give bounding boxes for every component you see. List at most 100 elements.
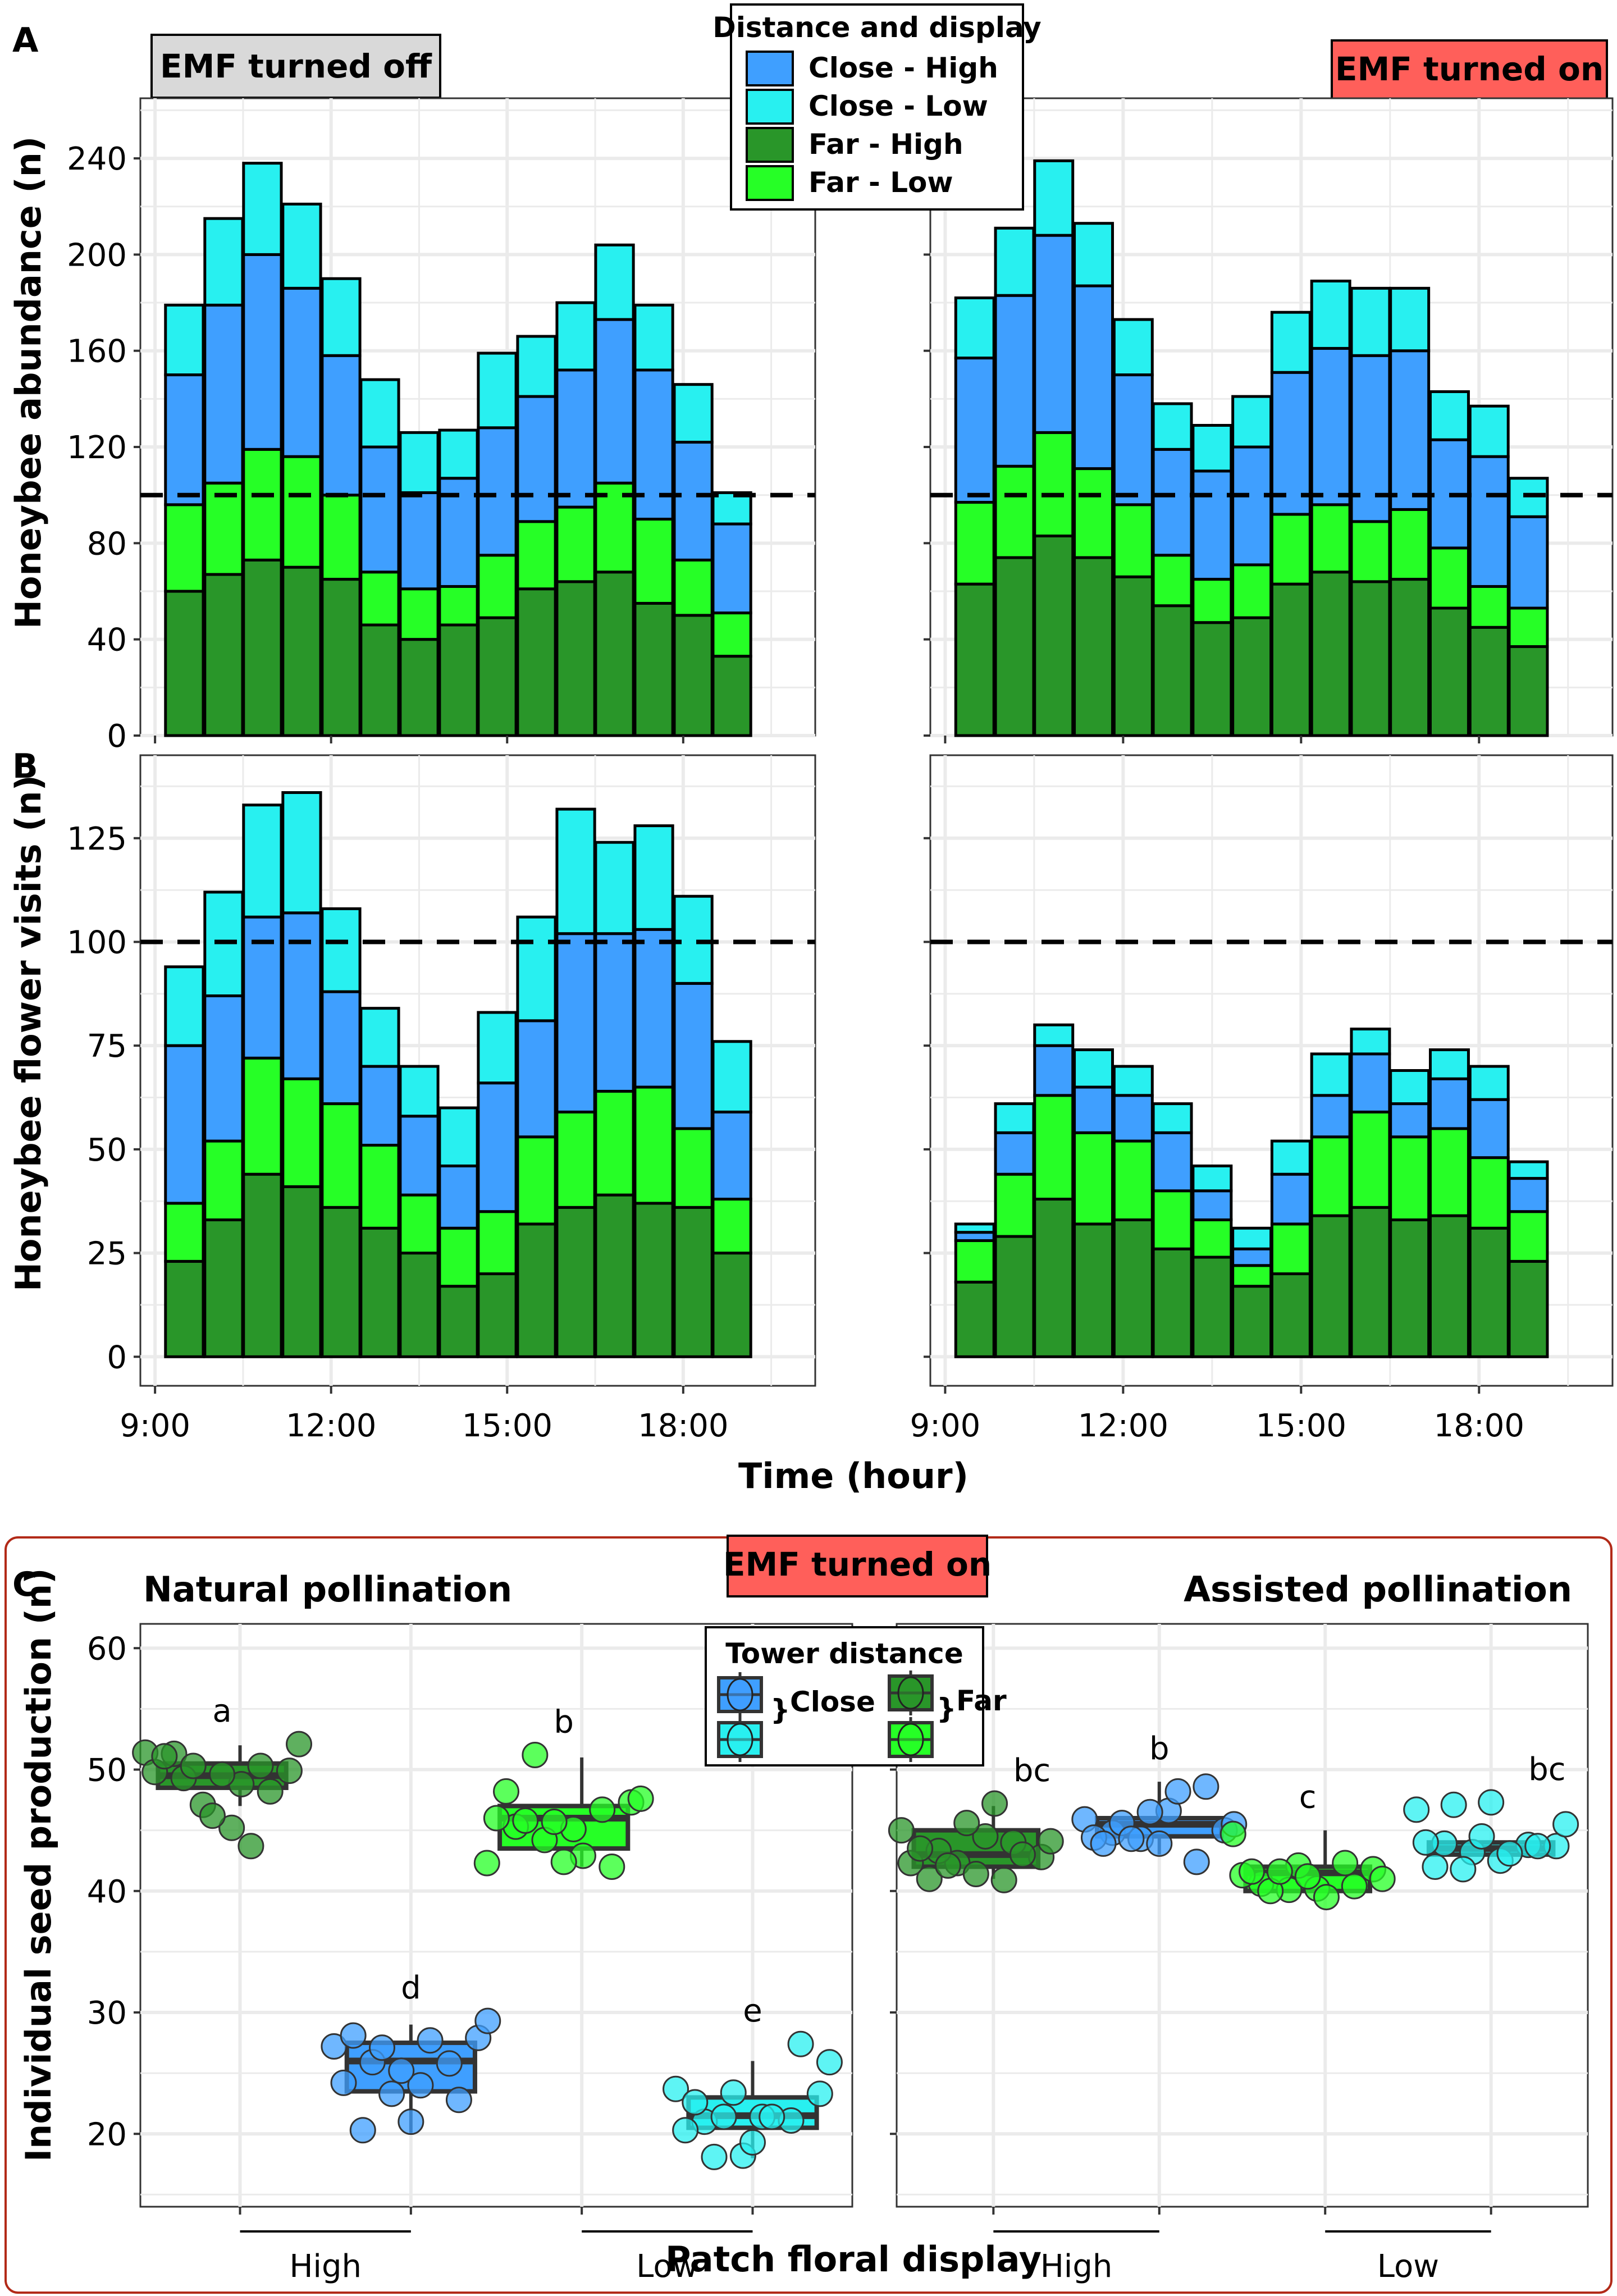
- bar-segment-far-high: [164, 1259, 205, 1358]
- bar-segment-far-low: [359, 1143, 400, 1230]
- data-point: [1219, 1820, 1246, 1847]
- bar-segment-far-low: [555, 1110, 596, 1209]
- data-point: [1266, 1858, 1293, 1885]
- strip-panel-c-label: EMF turned on: [723, 1545, 992, 1583]
- y-tick-label: 200: [67, 237, 127, 273]
- data-point: [257, 1778, 284, 1805]
- bar-segment-far-low: [321, 494, 362, 581]
- data-point: [1238, 1858, 1265, 1885]
- bar-segment-far-high: [321, 1206, 362, 1358]
- significance-letter: b: [554, 1704, 574, 1741]
- group-label-high: High: [289, 2248, 362, 2285]
- y-tick-label: 40: [87, 1874, 127, 1910]
- legend-swatch-far-high: [746, 127, 794, 163]
- strip-panel-c-bg: [727, 1535, 988, 1597]
- bar-segment-far-high: [954, 1280, 995, 1358]
- y-tick-label: 40: [87, 622, 127, 659]
- bar-segment-far-low: [516, 1135, 557, 1226]
- bar-segment-close-high: [438, 1164, 479, 1230]
- x-tick-label: 15:00: [462, 1408, 552, 1444]
- chart-abundance-emf-off: 0 40 80 120 160 200 240: [67, 97, 816, 755]
- data-point: [417, 2027, 444, 2054]
- data-point: [541, 1808, 568, 1835]
- data-point: [1478, 1789, 1505, 1816]
- bar-segment-far-low: [399, 587, 440, 641]
- bar-segment-close-low: [477, 1011, 518, 1085]
- bar-segment-close-high: [673, 982, 714, 1130]
- data-point: [1294, 1863, 1321, 1890]
- bar-segment-close-low: [164, 965, 205, 1047]
- bar-segment-far-low: [1508, 606, 1549, 649]
- bar-segment-far-low: [1350, 520, 1391, 583]
- bar-segment-close-high: [954, 357, 995, 504]
- bar-segment-far-high: [1152, 604, 1193, 737]
- bar-segment-close-high: [1270, 1172, 1312, 1226]
- bar-segment-far-high: [994, 556, 1035, 737]
- bar-segment-far-high: [1152, 1247, 1193, 1358]
- legend-c-far-label: Far: [956, 1685, 1007, 1717]
- bar-segment-far-high: [399, 638, 440, 737]
- bar-segment-far-high: [1508, 1259, 1549, 1358]
- bar-segment-close-high: [203, 303, 244, 485]
- bar-segment-close-low: [321, 277, 362, 357]
- bar-segment-far-low: [1073, 467, 1114, 559]
- data-point: [759, 2103, 785, 2130]
- data-point: [1440, 1791, 1467, 1818]
- bar-segment-far-low: [954, 501, 995, 586]
- strip-emf-on-label: EMF turned on: [1335, 50, 1604, 88]
- bar-segment-far-high: [516, 587, 557, 737]
- data-point: [349, 2117, 376, 2144]
- y-axis-title-abundance: Honeybee abundance (n): [8, 136, 49, 629]
- data-point: [1552, 1811, 1579, 1838]
- bar-segment-close-low: [203, 217, 244, 307]
- bar-segment-close-high: [1033, 234, 1075, 434]
- bar-segment-close-low: [399, 1065, 440, 1118]
- bar-segment-close-low: [994, 1102, 1035, 1134]
- data-point: [522, 1742, 549, 1769]
- bar-segment-close-low: [1073, 1048, 1114, 1089]
- bar-segment-close-low: [1191, 423, 1233, 473]
- significance-letter: d: [401, 1970, 421, 2006]
- bar-segment-close-low: [281, 791, 322, 915]
- data-point: [739, 2129, 766, 2156]
- data-point: [1422, 1854, 1449, 1880]
- bar-segment-close-high: [555, 932, 596, 1113]
- chart-visits-emf-off: 0 25 50 75 100 125 9:00 12:00 15:00 18:00: [67, 754, 816, 1444]
- bar-segment-close-high: [1468, 455, 1510, 588]
- bar-segment-close-high: [359, 1065, 400, 1147]
- bar-segment-far-high: [1112, 1218, 1154, 1358]
- bar-segment-close-high: [1073, 1085, 1114, 1134]
- bar-segment-far-low: [1310, 503, 1351, 574]
- y-tick-label: 75: [87, 1028, 127, 1065]
- x-tick-label: 18:00: [1434, 1408, 1524, 1444]
- bar-segment-far-high: [1033, 1198, 1075, 1358]
- data-point: [1009, 1841, 1036, 1868]
- y-tick-label: 50: [87, 1752, 127, 1789]
- data-point: [1524, 1833, 1551, 1860]
- data-point: [953, 1810, 980, 1837]
- data-point: [1332, 1850, 1359, 1877]
- panel-letter-c: C: [12, 1565, 37, 1604]
- bar-segment-close-low: [1073, 222, 1114, 287]
- bar-segment-far-high: [1389, 1218, 1431, 1358]
- data-point: [1369, 1865, 1396, 1892]
- bar-segment-close-low: [711, 1040, 752, 1113]
- bar-segment-close-high: [321, 354, 362, 497]
- data-point: [1037, 1828, 1064, 1855]
- y-tick-label: 20: [87, 2116, 127, 2153]
- data-point: [483, 1805, 510, 1832]
- significance-letter: e: [743, 1993, 762, 2029]
- bar-segment-far-low: [1389, 508, 1431, 581]
- bar-segment-far-low: [1350, 1110, 1391, 1209]
- bar-segment-close-low: [203, 891, 244, 998]
- bar-segment-close-high: [594, 932, 635, 1093]
- bar-segment-far-low: [954, 1239, 995, 1284]
- legend-label-far-low: Far - Low: [808, 166, 953, 199]
- data-point: [816, 2049, 843, 2076]
- subtitle-natural-pollination: Natural pollination: [143, 1569, 512, 1610]
- bar-segment-close-low: [399, 431, 440, 494]
- bar-segment-far-high: [594, 1193, 635, 1358]
- bar-segment-close-low: [1152, 402, 1193, 451]
- bar-segment-close-high: [359, 445, 400, 574]
- bar-segment-close-high: [1468, 1098, 1510, 1160]
